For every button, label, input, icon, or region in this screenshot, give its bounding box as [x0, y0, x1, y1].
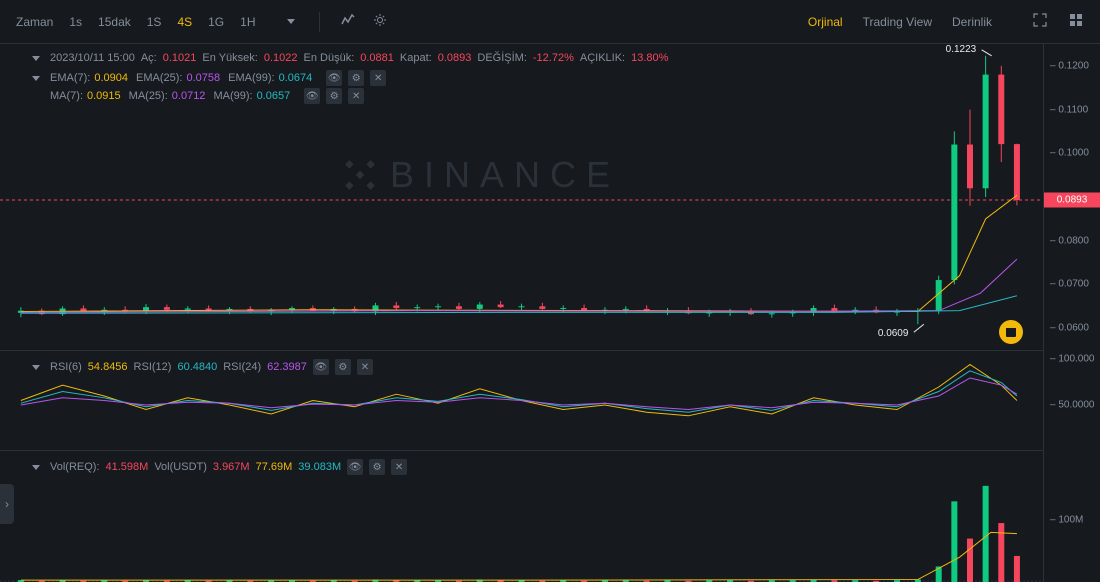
- view-tab-trading-view[interactable]: Trading View: [863, 15, 932, 29]
- svg-text:0.0609: 0.0609: [878, 328, 909, 339]
- view-tab-derinlik[interactable]: Derinlik: [952, 15, 992, 29]
- eye-icon[interactable]: 👁: [313, 359, 329, 375]
- grid-icon[interactable]: [1068, 12, 1084, 31]
- chart-toolbar: Zaman 1s 15dak 1S 4S 1G 1H Orjinal Trading Vie…: [0, 0, 1100, 44]
- separator: [319, 12, 320, 32]
- eye-icon[interactable]: 👁: [304, 88, 320, 104]
- volume-panel[interactable]: Vol(REQ):41.598M Vol(USDT)3.967M 77.69M …: [0, 450, 1043, 582]
- gear-icon[interactable]: ⚙: [326, 88, 342, 104]
- gear-icon[interactable]: [372, 12, 388, 31]
- rsi-readout: RSI(6)54.8456 RSI(12)60.4840 RSI(24)62.3…: [32, 359, 373, 375]
- close-icon[interactable]: ✕: [391, 459, 407, 475]
- chevron-down-icon[interactable]: [287, 19, 295, 24]
- ma-readout: MA(7):0.0915MA(25):0.0712MA(99):0.0657 👁…: [32, 88, 364, 104]
- ema-readout: EMA(7):0.0904EMA(25):0.0758EMA(99):0.067…: [32, 70, 386, 86]
- rsi-panel[interactable]: RSI(6)54.8456 RSI(12)60.4840 RSI(24)62.3…: [0, 350, 1043, 450]
- expand-sidebar-button[interactable]: ›: [0, 484, 14, 524]
- timeframe-1G[interactable]: 1G: [208, 15, 224, 29]
- close-icon[interactable]: ✕: [370, 70, 386, 86]
- fullscreen-icon[interactable]: [1032, 12, 1048, 31]
- indicator-icon[interactable]: [340, 12, 356, 31]
- timeframe-1H[interactable]: 1H: [240, 15, 255, 29]
- timeframe-15dak[interactable]: 15dak: [98, 15, 131, 29]
- timeframe-1S[interactable]: 1S: [147, 15, 162, 29]
- scroll-to-now-icon[interactable]: [999, 320, 1023, 344]
- timeframe-1s[interactable]: 1s: [69, 15, 82, 29]
- collapse-icon[interactable]: [32, 76, 40, 81]
- volume-readout: Vol(REQ):41.598M Vol(USDT)3.967M 77.69M …: [32, 459, 407, 475]
- collapse-icon[interactable]: [32, 465, 40, 470]
- price-chart-panel[interactable]: BINANCE 0.12230.0609 2023/10/11 15:00 Aç…: [0, 44, 1043, 350]
- view-tab-orjinal[interactable]: Orjinal: [808, 15, 843, 29]
- current-price-tag: 0.0893: [1044, 193, 1100, 208]
- gear-icon[interactable]: ⚙: [369, 459, 385, 475]
- timeframe-4S[interactable]: 4S: [177, 15, 192, 29]
- price-axis[interactable]: – 0.0600– 0.0700– 0.0800– 0.1000– 0.1100…: [1044, 44, 1100, 582]
- time-label: Zaman: [16, 15, 53, 29]
- collapse-icon[interactable]: [32, 365, 40, 370]
- svg-text:0.1223: 0.1223: [946, 44, 977, 55]
- eye-icon[interactable]: 👁: [347, 459, 363, 475]
- collapse-icon[interactable]: [32, 56, 40, 61]
- gear-icon[interactable]: ⚙: [348, 70, 364, 86]
- gear-icon[interactable]: ⚙: [335, 359, 351, 375]
- eye-icon[interactable]: 👁: [326, 70, 342, 86]
- chart-area: › BINANCE 0.12230.0609 2023/10/11 15:00 …: [0, 44, 1100, 582]
- close-icon[interactable]: ✕: [348, 88, 364, 104]
- ohlc-readout: 2023/10/11 15:00 Aç:0.1021 En Yüksek:0.1…: [32, 52, 668, 64]
- close-icon[interactable]: ✕: [357, 359, 373, 375]
